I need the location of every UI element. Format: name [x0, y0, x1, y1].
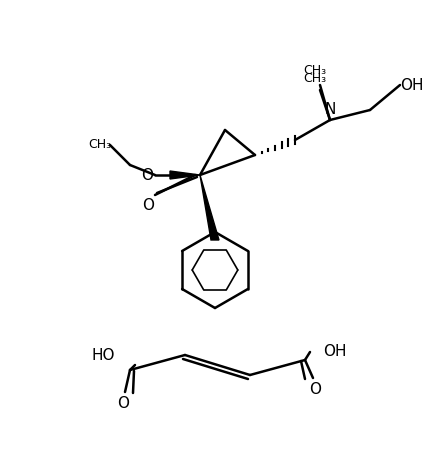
- Text: O: O: [309, 383, 321, 397]
- Text: OH: OH: [400, 78, 424, 92]
- Text: CH₃: CH₃: [89, 138, 111, 151]
- Text: O: O: [117, 396, 129, 411]
- Text: HO: HO: [92, 348, 115, 362]
- Text: CH₃: CH₃: [303, 63, 327, 76]
- Text: N: N: [324, 102, 336, 118]
- Polygon shape: [170, 171, 200, 179]
- Text: CH₃: CH₃: [303, 71, 327, 84]
- Text: OH: OH: [323, 344, 346, 360]
- Text: O: O: [141, 167, 153, 182]
- Text: O: O: [142, 198, 154, 212]
- Polygon shape: [200, 175, 219, 240]
